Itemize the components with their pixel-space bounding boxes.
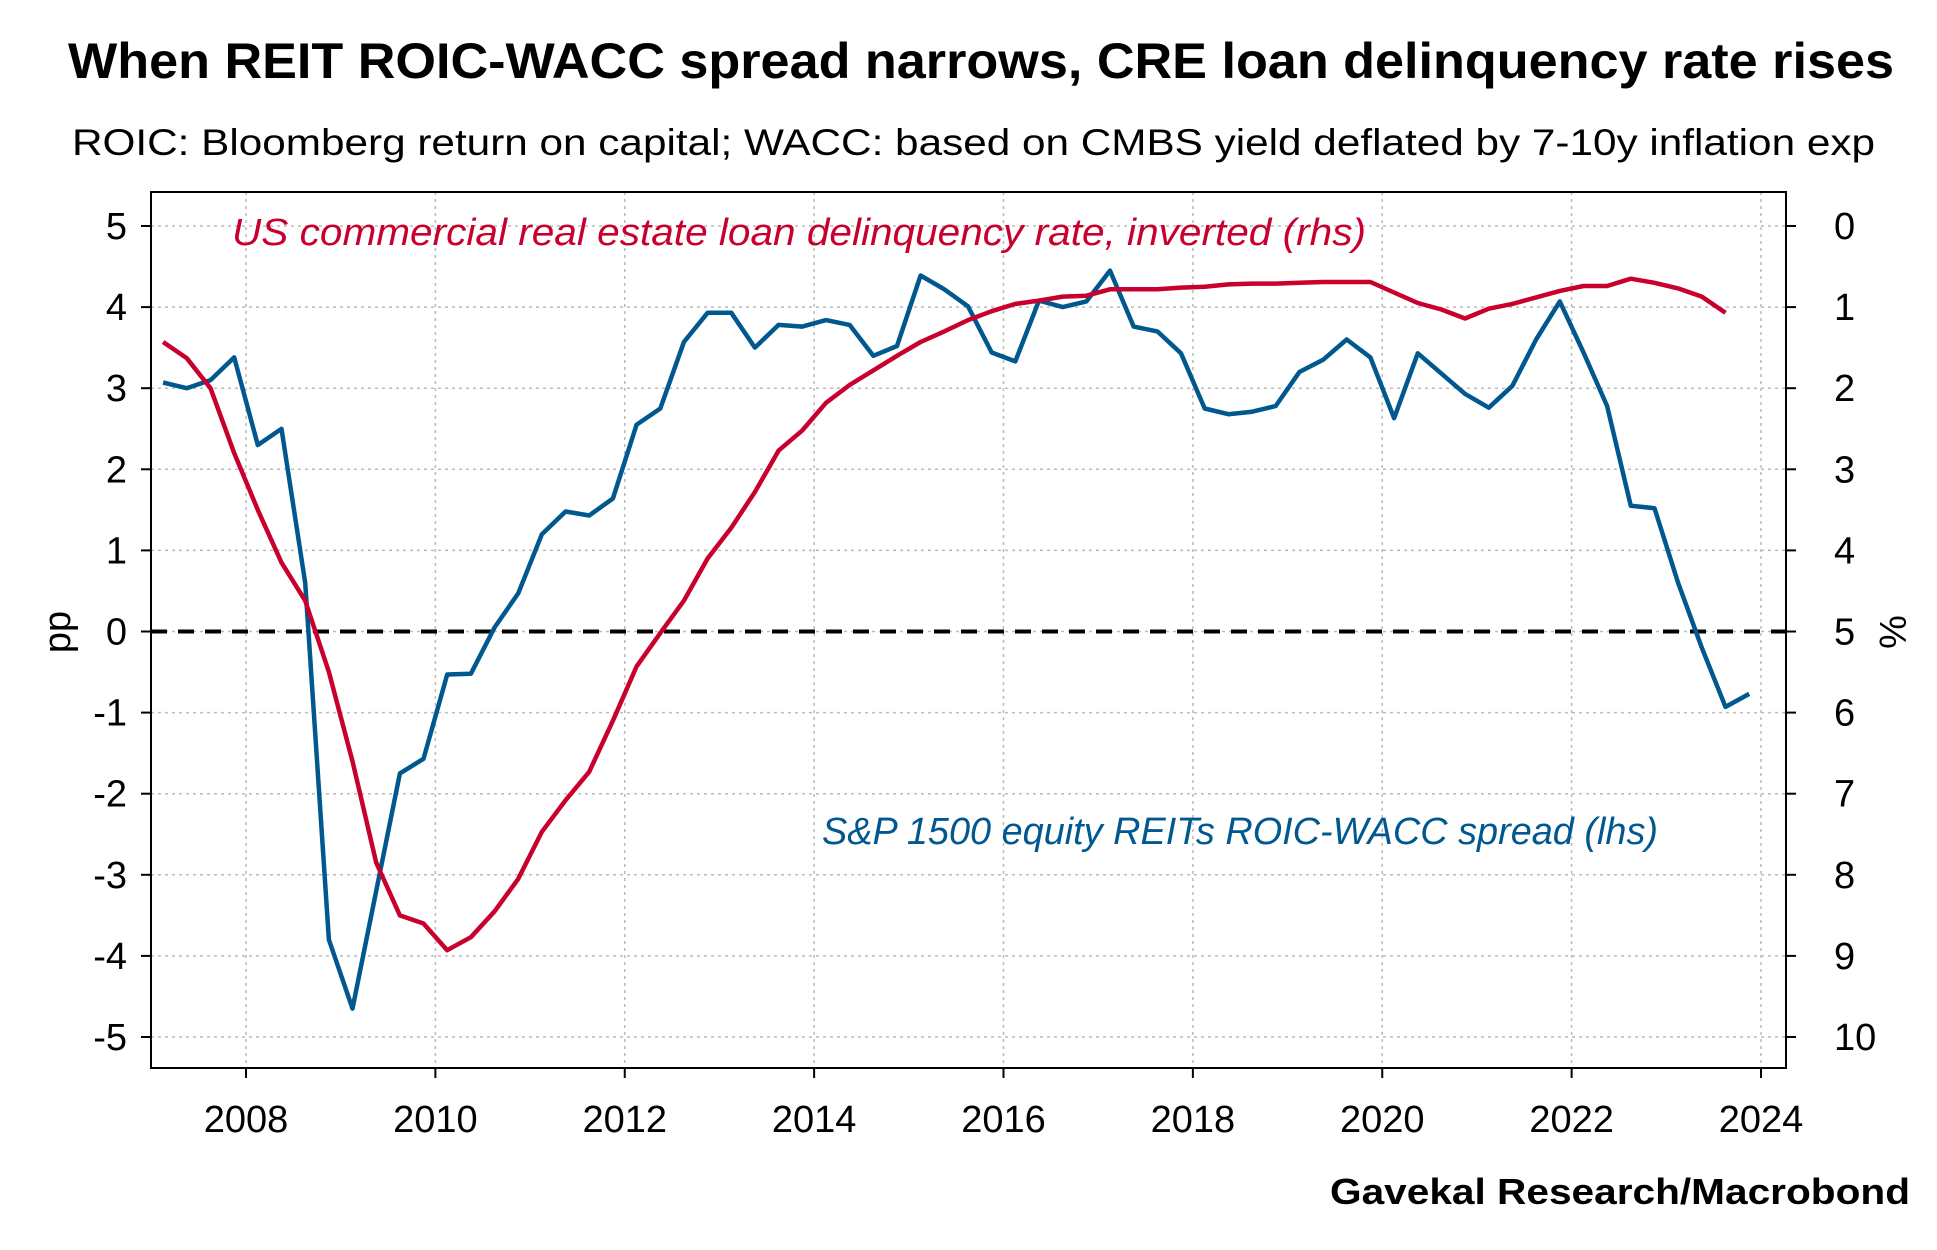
plot-frame	[150, 191, 1787, 1069]
tick-label-right: 6	[1834, 693, 1855, 735]
gridlines	[151, 192, 1786, 1068]
series-label-cre-delinquency: US commercial real estate loan delinquen…	[232, 212, 1366, 254]
tick-label-left: -5	[93, 1017, 127, 1059]
tick-label-left: -4	[93, 936, 127, 978]
tick-label-left: -1	[93, 693, 127, 735]
tick-label-left: -2	[93, 774, 127, 816]
series-line-cre-delinquency	[161, 276, 1727, 953]
source-credit: Gavekal Research/Macrobond	[1330, 1171, 1910, 1212]
tick-label-right: 0	[1834, 206, 1855, 248]
y-axis-left-label: pp	[37, 611, 79, 653]
tick-label-bottom: 2016	[961, 1099, 1046, 1141]
tick-label-bottom: 2012	[582, 1099, 667, 1141]
tick-label-right: 3	[1834, 449, 1855, 491]
tick-label-bottom: 2024	[1719, 1099, 1804, 1141]
tick-label-left: -3	[93, 855, 127, 897]
tick-label-right: 4	[1834, 530, 1855, 572]
tick-label-bottom: 2018	[1151, 1099, 1236, 1141]
chart-title: When REIT ROIC-WACC spread narrows, CRE …	[68, 33, 1894, 89]
series-label-reit-spread: S&P 1500 equity REITs ROIC-WACC spread (…	[822, 811, 1658, 853]
tick-label-right: 7	[1834, 774, 1855, 816]
tick-label-right: 5	[1834, 612, 1855, 654]
tick-label-right: 9	[1834, 936, 1855, 978]
tick-label-right: 2	[1834, 368, 1855, 410]
tick-label-bottom: 2008	[204, 1099, 289, 1141]
series-line-reit-spread	[162, 268, 1751, 1011]
y-axis-right-label: %	[1871, 615, 1913, 649]
tick-label-left: 4	[106, 287, 127, 329]
tick-label-right: 10	[1834, 1017, 1876, 1059]
tick-label-bottom: 2020	[1340, 1099, 1425, 1141]
chart-subtitle: ROIC: Bloomberg return on capital; WACC:…	[72, 122, 1875, 163]
tick-label-bottom: 2022	[1529, 1099, 1614, 1141]
tick-label-bottom: 2010	[393, 1099, 478, 1141]
tick-label-left: 3	[106, 368, 127, 410]
tick-label-left: 0	[106, 612, 127, 654]
tick-label-right: 8	[1834, 855, 1855, 897]
tick-label-right: 1	[1834, 287, 1855, 329]
tick-label-left: 2	[106, 449, 127, 491]
tick-label-left: 5	[106, 206, 127, 248]
tick-label-left: 1	[106, 530, 127, 572]
tick-label-bottom: 2014	[772, 1099, 857, 1141]
